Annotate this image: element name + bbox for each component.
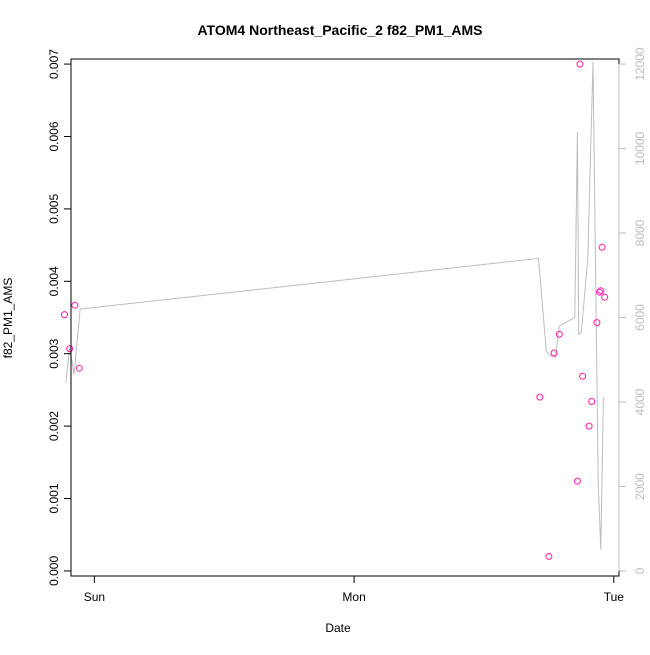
y-tick-label: 0.001 <box>47 483 61 513</box>
y-tick-label: 0.006 <box>47 121 61 151</box>
chart-title: ATOM4 Northeast_Pacific_2 f82_PM1_AMS <box>197 22 482 38</box>
x-axis: Sun Mon Tue <box>84 575 625 604</box>
data-point <box>576 60 584 68</box>
y-axis-title: f82_PM1_AMS <box>1 278 15 359</box>
x-tick-label: Mon <box>342 590 365 604</box>
data-point <box>598 243 606 251</box>
x-tick-label: Tue <box>604 590 625 604</box>
x-tick-label: Sun <box>84 590 105 604</box>
y2-tick-label: 12000 <box>633 47 647 81</box>
data-point <box>71 301 79 309</box>
y-tick-label: 0.004 <box>47 266 61 296</box>
series-line <box>65 61 604 550</box>
data-point <box>596 288 603 296</box>
data-point <box>579 372 587 380</box>
y-tick-label: 0.002 <box>47 411 61 441</box>
data-point <box>588 398 596 405</box>
x-axis-title: Date <box>325 621 351 635</box>
data-point <box>601 293 609 301</box>
data-point <box>61 311 68 319</box>
y-tick-label: 0.007 <box>47 49 61 79</box>
y2-tick-label: 10000 <box>633 131 647 165</box>
data-point <box>545 552 553 560</box>
y-tick-label: 0.000 <box>47 556 61 586</box>
data-point <box>66 345 74 353</box>
data-point <box>585 422 593 430</box>
series-layer <box>61 60 609 560</box>
data-point <box>555 330 563 338</box>
plot-frame <box>70 58 620 577</box>
data-point <box>597 287 605 295</box>
y-tick-label: 0.005 <box>47 194 61 224</box>
data-point <box>75 364 83 372</box>
data-point <box>550 349 558 357</box>
data-point <box>536 393 544 401</box>
data-point <box>593 319 601 327</box>
y2-tick-label: 8000 <box>633 219 647 246</box>
y-tick-label: 0.003 <box>47 338 61 368</box>
y-axis-right: 0 2000 4000 6000 8000 10000 12000 <box>618 47 647 574</box>
y2-tick-label: 2000 <box>633 473 647 500</box>
y-axis-left: 0.000 0.001 0.002 0.003 0.004 0.005 0.006 0.007 <box>47 49 72 586</box>
y2-tick-label: 6000 <box>633 304 647 331</box>
y2-tick-label: 0 <box>633 567 647 574</box>
data-point <box>573 477 581 485</box>
y2-tick-label: 4000 <box>633 388 647 415</box>
